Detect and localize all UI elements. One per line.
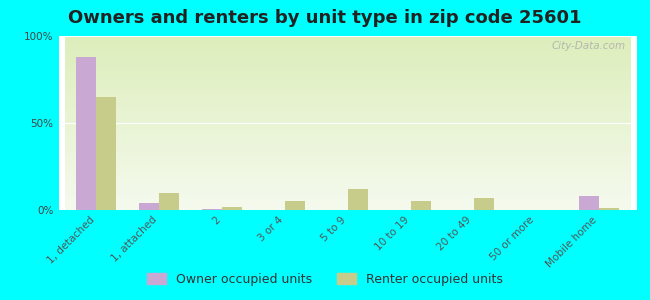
Bar	[222, 206, 242, 210]
Text: Owners and renters by unit type in zip code 25601: Owners and renters by unit type in zip c…	[68, 9, 582, 27]
Bar	[202, 209, 222, 210]
Bar	[159, 193, 179, 210]
Text: City-Data.com: City-Data.com	[551, 41, 625, 51]
Legend: Owner occupied units, Renter occupied units: Owner occupied units, Renter occupied un…	[142, 268, 508, 291]
Bar	[96, 97, 116, 210]
Bar	[76, 57, 96, 210]
Bar	[579, 196, 599, 210]
Bar	[599, 208, 619, 210]
Bar	[348, 189, 368, 210]
Bar	[285, 201, 305, 210]
Bar	[411, 201, 431, 210]
Bar	[473, 198, 493, 210]
Bar	[139, 203, 159, 210]
